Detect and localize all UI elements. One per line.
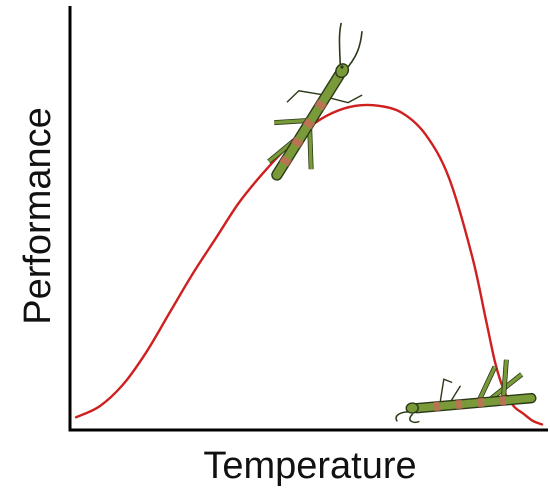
stick-insect-icon: [267, 22, 363, 181]
stick-insect-icon: [395, 359, 537, 424]
x-axis-label: Temperature: [203, 445, 416, 487]
axes: [68, 6, 548, 432]
y-axis-label: Performance: [17, 107, 59, 325]
